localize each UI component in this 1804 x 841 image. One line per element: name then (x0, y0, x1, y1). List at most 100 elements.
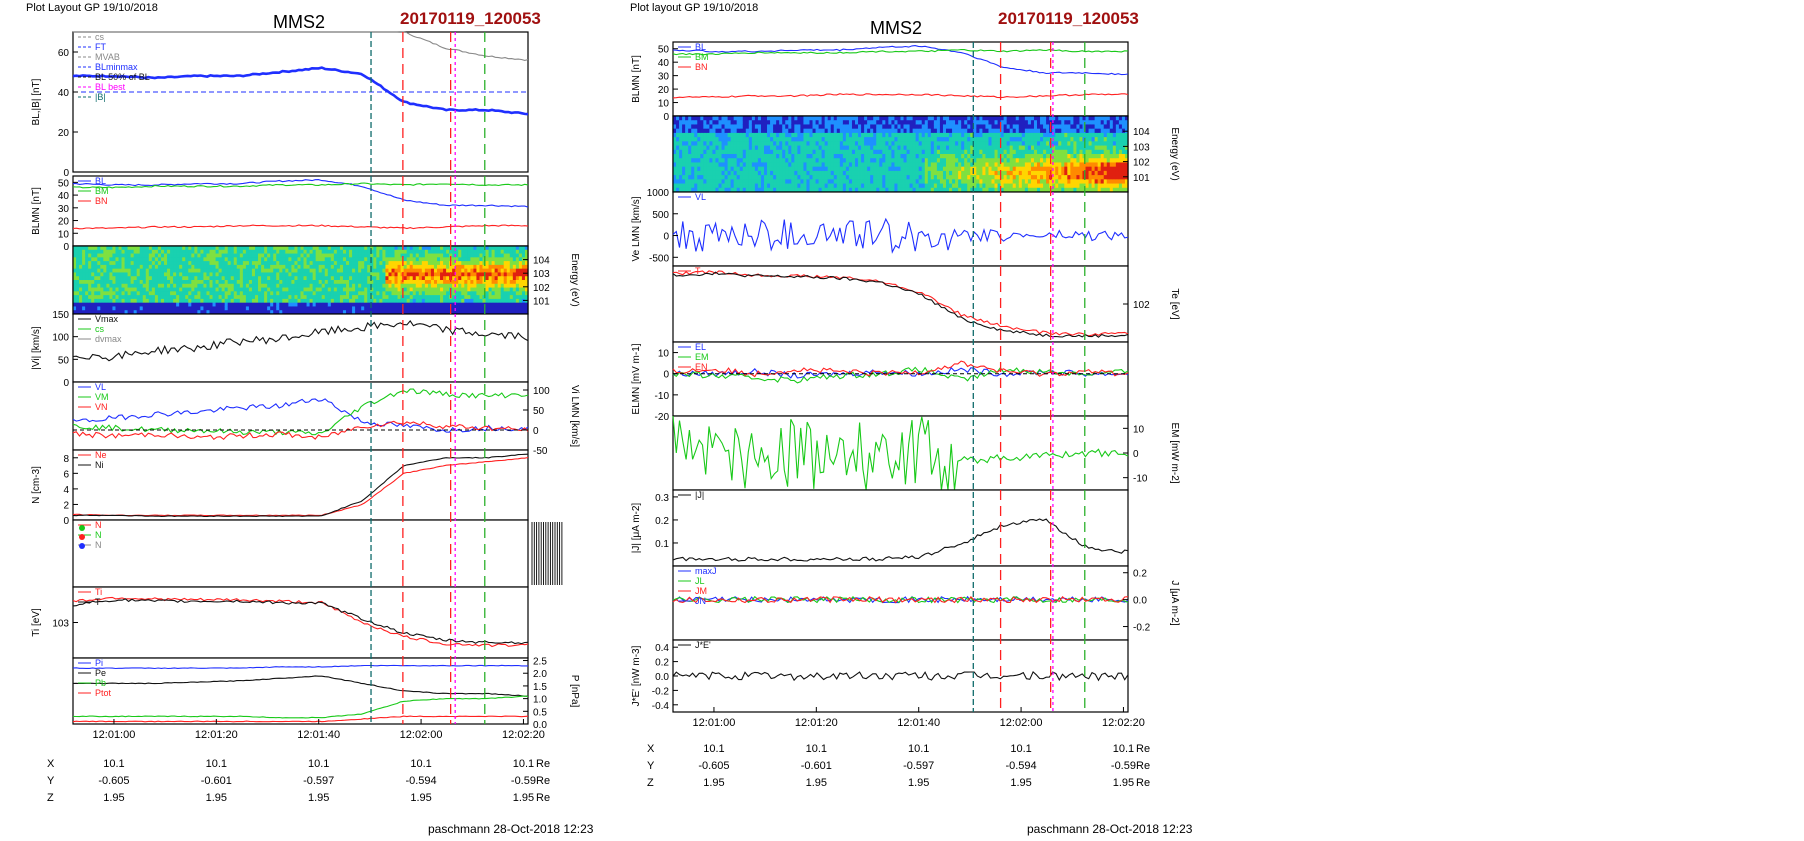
right-2-cell (815, 166, 819, 172)
right-2-cell (721, 166, 725, 172)
left-3-cell (151, 302, 156, 307)
left-3-cell (324, 249, 329, 254)
left-3-cell (485, 291, 489, 296)
left-3-cell (276, 283, 280, 288)
left-3-cell (209, 257, 213, 262)
left-3-cell (500, 257, 505, 262)
right-2-cell (785, 124, 789, 130)
left-3-cell (455, 272, 459, 277)
left-3-cell (133, 302, 138, 307)
left-3-cell (349, 257, 353, 262)
left-3-cell (403, 302, 408, 307)
left-3-cell (145, 291, 150, 296)
right-2-cell (770, 183, 774, 189)
right-2-cell (685, 166, 689, 172)
left-3-cell (515, 295, 520, 300)
right-2-cell (673, 158, 677, 163)
left-3-cell (288, 249, 292, 254)
left-3-cell (327, 268, 332, 273)
left-3-cell (488, 283, 492, 288)
left-3-cell (261, 283, 265, 288)
right-2-cell (836, 183, 841, 189)
left-3-cell (518, 298, 523, 304)
right-2-cell (703, 187, 707, 193)
left-3-cell (194, 272, 198, 277)
right-2-cell (830, 175, 835, 180)
right-2-cell (803, 141, 807, 146)
left-3-cell (324, 306, 329, 311)
left-3-cell (154, 257, 159, 262)
left-3-cell (440, 310, 444, 315)
left-3-cell (349, 295, 353, 300)
right-2-cell (706, 162, 710, 168)
left-3-cell (324, 283, 329, 288)
left-3-cell (285, 291, 289, 296)
right-2-cell (757, 187, 762, 193)
left-3-cell (473, 261, 477, 266)
right-2-cell (794, 183, 798, 189)
left-3-cell (452, 310, 456, 315)
left-3-cell (479, 298, 483, 304)
left-3-cell (506, 306, 511, 311)
right-2-cell (739, 170, 744, 176)
left-3-cell (258, 283, 262, 288)
left-3-cell (118, 246, 122, 251)
right-2-cell (909, 149, 914, 155)
left-3-cell (170, 249, 174, 254)
right-2-cell (791, 116, 795, 121)
right-2-cell (1000, 162, 1005, 168)
left-3-cell (170, 276, 174, 281)
right-2-cell (906, 141, 910, 146)
left-3-cell (509, 246, 514, 251)
left-3-cell (509, 268, 514, 273)
left-3-cell (191, 306, 195, 311)
left-3-cell (330, 253, 335, 258)
left-3-cell (500, 298, 505, 304)
left-6-ytick-label: 8 (63, 454, 69, 465)
right-2-cell (821, 116, 826, 121)
left-3-cell (479, 287, 483, 292)
right-2-cell (806, 149, 810, 155)
left-9-legend-label: Pe (95, 668, 106, 678)
left-3-cell (391, 298, 395, 304)
right-2-cell (991, 187, 995, 193)
left-3-cell (300, 249, 304, 254)
left-3-cell (437, 302, 441, 307)
left-3-cell (188, 246, 192, 251)
left-3-cell (106, 268, 110, 273)
left-3-cell (142, 253, 147, 258)
left-3-cell (233, 283, 238, 288)
right-2-cell (682, 128, 686, 134)
left-3-cell (336, 246, 341, 251)
left-3-cell (330, 287, 335, 292)
right-2-cell (927, 120, 932, 125)
right-2-cell (754, 128, 759, 134)
right-2-cell (739, 179, 744, 184)
left-3-cell (282, 295, 286, 300)
right-2-cell (779, 175, 783, 180)
left-3-cell (94, 264, 98, 270)
left-3-cell (355, 268, 359, 273)
left-3-cell (188, 268, 192, 273)
left-3-cell (200, 268, 204, 273)
right-2-cell (848, 175, 853, 180)
left-3-cell (506, 280, 511, 285)
left-3-cell (458, 257, 462, 262)
right-2-cell (970, 170, 974, 176)
left-3-cell (506, 246, 511, 251)
left-3-cell (273, 276, 277, 281)
left-3-cell (512, 310, 517, 315)
right-1-legend-label: BL (695, 42, 706, 52)
left-3-cell (85, 291, 89, 296)
left-3-cell (358, 249, 362, 254)
right-2-cell (833, 183, 838, 189)
right-2-cell (836, 166, 841, 172)
right-2-cell (715, 183, 719, 189)
left-3-cell (452, 291, 456, 296)
right-2-cell (709, 141, 713, 146)
left-3-cell (488, 280, 492, 285)
right-2-cell (994, 132, 998, 138)
left-2-legend-label: BN (95, 196, 108, 206)
right-2-cell (842, 158, 847, 163)
left-3-cell (303, 283, 307, 288)
